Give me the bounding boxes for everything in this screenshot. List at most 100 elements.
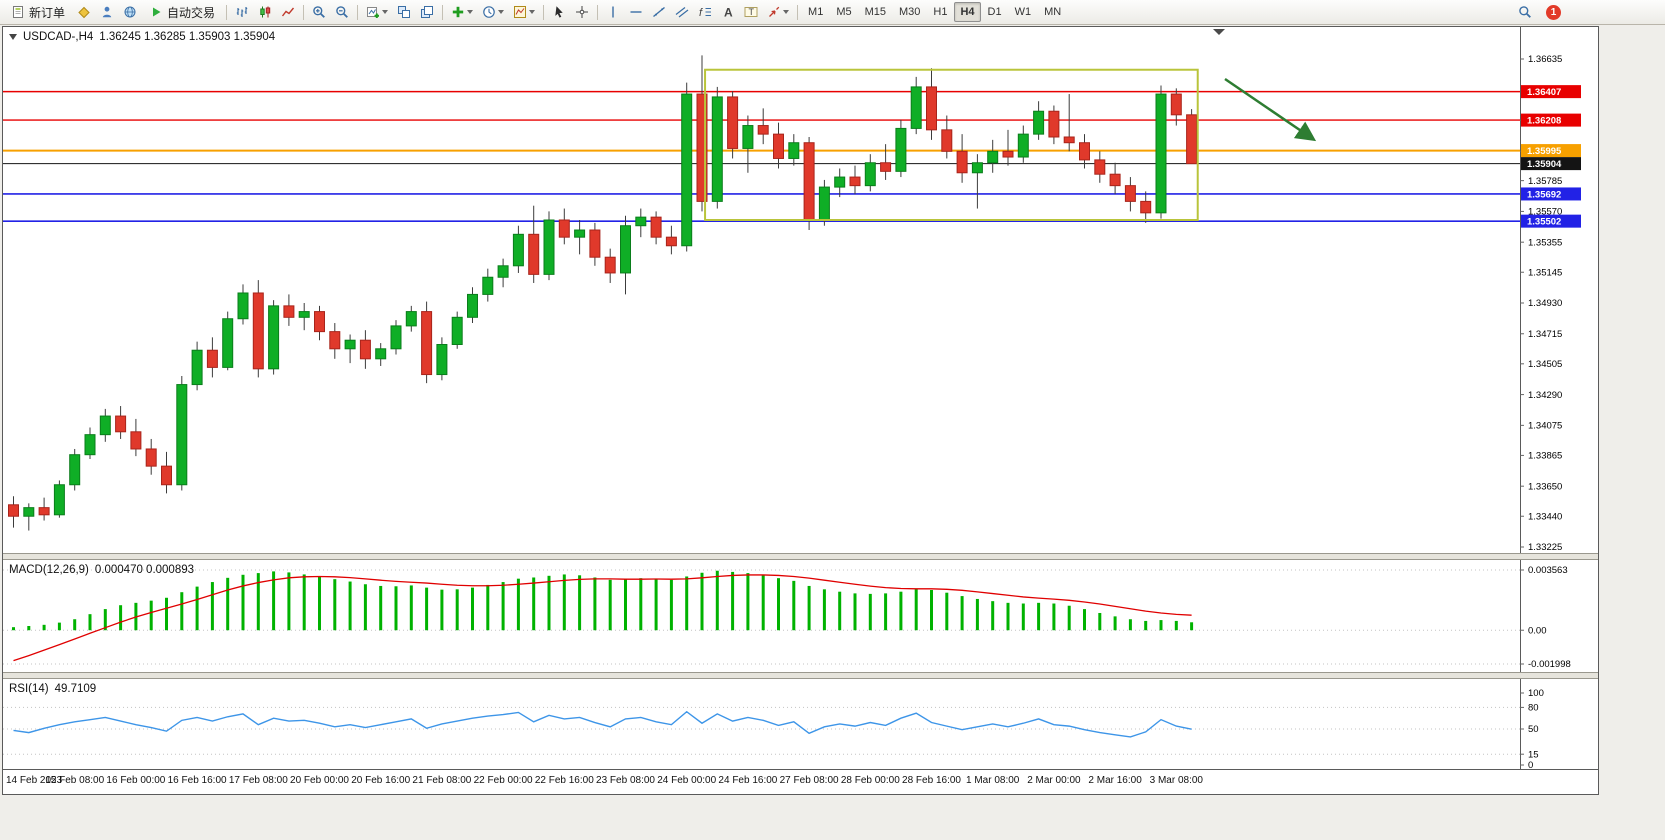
- candle-body: [1155, 93, 1167, 214]
- notifications-badge[interactable]: 1: [1546, 4, 1561, 20]
- timeframe-w1-button[interactable]: W1: [1014, 6, 1032, 18]
- arrows-icon[interactable]: [763, 1, 793, 23]
- zoom-out-icon[interactable]: [331, 1, 353, 23]
- pane-splitter[interactable]: [3, 672, 1598, 679]
- candle-body: [574, 229, 586, 238]
- candle-body: [1002, 150, 1014, 158]
- svg-text:1.35692: 1.35692: [1527, 189, 1561, 200]
- auto-trading-button[interactable]: 自动交易: [142, 1, 222, 23]
- bar-chart-icon[interactable]: [231, 1, 253, 23]
- horizontal-line-icon[interactable]: [625, 1, 647, 23]
- timeframe-m30-button[interactable]: M30: [899, 6, 921, 18]
- timeframe-mn-button[interactable]: MN: [1044, 6, 1062, 18]
- candle-body: [298, 311, 310, 318]
- time-axis[interactable]: 14 Feb 2023 15 Feb 08:00 16 Feb 00:00 16 Fe…: [3, 769, 1598, 794]
- candle-body: [38, 507, 50, 516]
- candle-body: [53, 484, 65, 516]
- timeframe-m5-button[interactable]: M5: [836, 6, 852, 18]
- time-tick: 28 Feb 16:00: [902, 775, 961, 786]
- candle-body: [375, 348, 387, 360]
- cascade-windows-icon[interactable]: [416, 1, 438, 23]
- rsi-canvas[interactable]: 100 80 50 150: [3, 679, 1598, 769]
- svg-text:A: A: [724, 6, 733, 20]
- candle-body: [1063, 136, 1075, 144]
- line-chart-icon[interactable]: [277, 1, 299, 23]
- candle-body: [176, 384, 188, 486]
- price-scale[interactable]: 1.366351.364201.362051.359901.357851.355…: [1520, 54, 1562, 553]
- pane-splitter[interactable]: [3, 553, 1598, 560]
- candlestick-chart-icon[interactable]: [254, 1, 276, 23]
- time-tick: 24 Feb 00:00: [657, 775, 717, 786]
- candle-body: [880, 162, 892, 172]
- market-icon[interactable]: [119, 1, 141, 23]
- price-tick: 1.33865: [1528, 451, 1562, 462]
- periods-icon[interactable]: [478, 1, 508, 23]
- timeframe-h4-button[interactable]: H4: [954, 2, 981, 22]
- search-icon[interactable]: [1514, 1, 1536, 23]
- new-order-button[interactable]: 新订单: [4, 1, 72, 23]
- toolbar-separator: [442, 4, 444, 20]
- macd-tick: 0.00: [1528, 625, 1547, 636]
- price-tick: 1.35355: [1528, 237, 1562, 248]
- toolbar-separator: [597, 4, 599, 20]
- one-click-trading-toggle[interactable]: [9, 34, 17, 40]
- price-tag: 1.35692: [1521, 187, 1581, 201]
- candles-layer: [8, 55, 1198, 531]
- price-tag: 1.36407: [1521, 85, 1581, 99]
- chart-shift-marker[interactable]: [1213, 29, 1225, 35]
- consolidation-rectangle[interactable]: [704, 68, 1199, 221]
- trend-arrow[interactable]: [1224, 77, 1317, 142]
- candle-body: [941, 129, 953, 152]
- time-tick: 24 Feb 16:00: [718, 775, 778, 786]
- candle-body: [620, 225, 631, 274]
- time-tick: 21 Feb 08:00: [412, 775, 472, 786]
- indicators-icon[interactable]: [447, 1, 477, 23]
- dropdown-caret-icon: [498, 10, 505, 14]
- rsi-tick: 80: [1528, 703, 1539, 714]
- price-tick: 1.33225: [1528, 542, 1562, 553]
- macd-histogram: [12, 570, 1194, 631]
- chart-window[interactable]: 1.366351.364201.362051.359901.357851.355…: [2, 26, 1599, 795]
- candle-body: [1017, 133, 1029, 158]
- fibonacci-icon[interactable]: f: [694, 1, 716, 23]
- tile-windows-icon[interactable]: [393, 1, 415, 23]
- trendline-icon[interactable]: [648, 1, 670, 23]
- time-tick: 2 Mar 00:00: [1027, 775, 1081, 786]
- market-watch-icon[interactable]: [73, 1, 95, 23]
- svg-text:1.35904: 1.35904: [1527, 159, 1562, 170]
- candle-body: [1048, 110, 1060, 138]
- label-icon[interactable]: T: [740, 1, 762, 23]
- equidistant-channel-icon[interactable]: [671, 1, 693, 23]
- time-tick: 22 Feb 16:00: [534, 775, 594, 786]
- price-tick: 1.35785: [1528, 176, 1562, 187]
- toolbar-separator: [357, 4, 359, 20]
- rsi-scale[interactable]: 100 80 50 150: [1520, 688, 1544, 769]
- auto-trading-button-label: 自动交易: [167, 5, 216, 20]
- timeframe-m15-button[interactable]: M15: [864, 6, 886, 18]
- cursor-icon[interactable]: [548, 1, 570, 23]
- time-tick: 23 Feb 08:00: [596, 775, 655, 786]
- svg-text:T: T: [749, 7, 755, 17]
- templates-icon[interactable]: [509, 1, 539, 23]
- zoom-in-icon[interactable]: [308, 1, 330, 23]
- chart-canvas[interactable]: 1.366351.364201.362051.359901.357851.355…: [3, 27, 1598, 553]
- text-icon[interactable]: A: [717, 1, 739, 23]
- profile-icon[interactable]: [96, 1, 118, 23]
- vertical-line-icon[interactable]: [602, 1, 624, 23]
- time-tick: 16 Feb 16:00: [167, 775, 227, 786]
- price-tick: 1.34715: [1528, 329, 1562, 340]
- macd-canvas[interactable]: 0.003563 0.00 -0.001998: [3, 560, 1598, 672]
- candle-body: [222, 318, 234, 368]
- timeframe-d1-button[interactable]: D1: [987, 6, 1002, 18]
- candle-body: [1170, 93, 1182, 116]
- candle-body: [834, 176, 846, 188]
- new-chart-icon[interactable]: [362, 1, 392, 23]
- timeframe-m1-button[interactable]: M1: [808, 6, 824, 18]
- crosshair-icon[interactable]: [571, 1, 593, 23]
- candle-body: [23, 507, 35, 517]
- macd-scale[interactable]: 0.003563 0.00 -0.001998: [1520, 565, 1571, 670]
- timeframe-h1-button[interactable]: H1: [933, 6, 948, 18]
- candle-body: [359, 339, 371, 360]
- time-tick: 16 Feb 00:00: [106, 775, 166, 786]
- price-tick: 1.33440: [1528, 511, 1562, 522]
